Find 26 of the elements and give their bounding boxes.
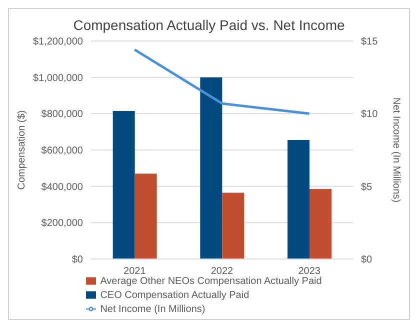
x-tick-label: 2023 [298, 266, 321, 278]
bar [134, 174, 157, 259]
bar [112, 110, 135, 259]
y2-axis-title: Net Income (In Millions) [390, 97, 402, 203]
chart-title: Compensation Actually Paid vs. Net Income [72, 17, 346, 33]
legend-label: Net Income (In Millions) [100, 304, 206, 315]
bar [222, 192, 244, 259]
legend-label: CEO Compensation Actually Paid [100, 290, 250, 301]
legend-label: Average Other NEOs Compensation Actually Paid [100, 276, 322, 287]
y-tick-label: $1,000,000 [32, 72, 84, 84]
x-tick-label: 2022 [210, 266, 234, 278]
bar [288, 140, 310, 259]
y-tick-label: $0 [72, 254, 84, 266]
bar [200, 77, 222, 259]
y-tick-label: $200,000 [41, 218, 84, 230]
y2-tick-label: $10 [361, 109, 378, 120]
y-tick-label: $800,000 [41, 109, 84, 120]
y2-tick-label: $5 [361, 182, 373, 193]
y-tick-label: $400,000 [41, 182, 84, 193]
x-tick-label: 2021 [124, 266, 146, 278]
y-tick-label: $1,200,000 [32, 36, 84, 48]
bar [310, 189, 332, 259]
y-tick-label: $600,000 [41, 146, 84, 157]
y-axis-title: Compensation ($) [16, 110, 28, 190]
y2-tick-label: $0 [361, 254, 373, 266]
y2-tick-label: $15 [361, 36, 378, 48]
